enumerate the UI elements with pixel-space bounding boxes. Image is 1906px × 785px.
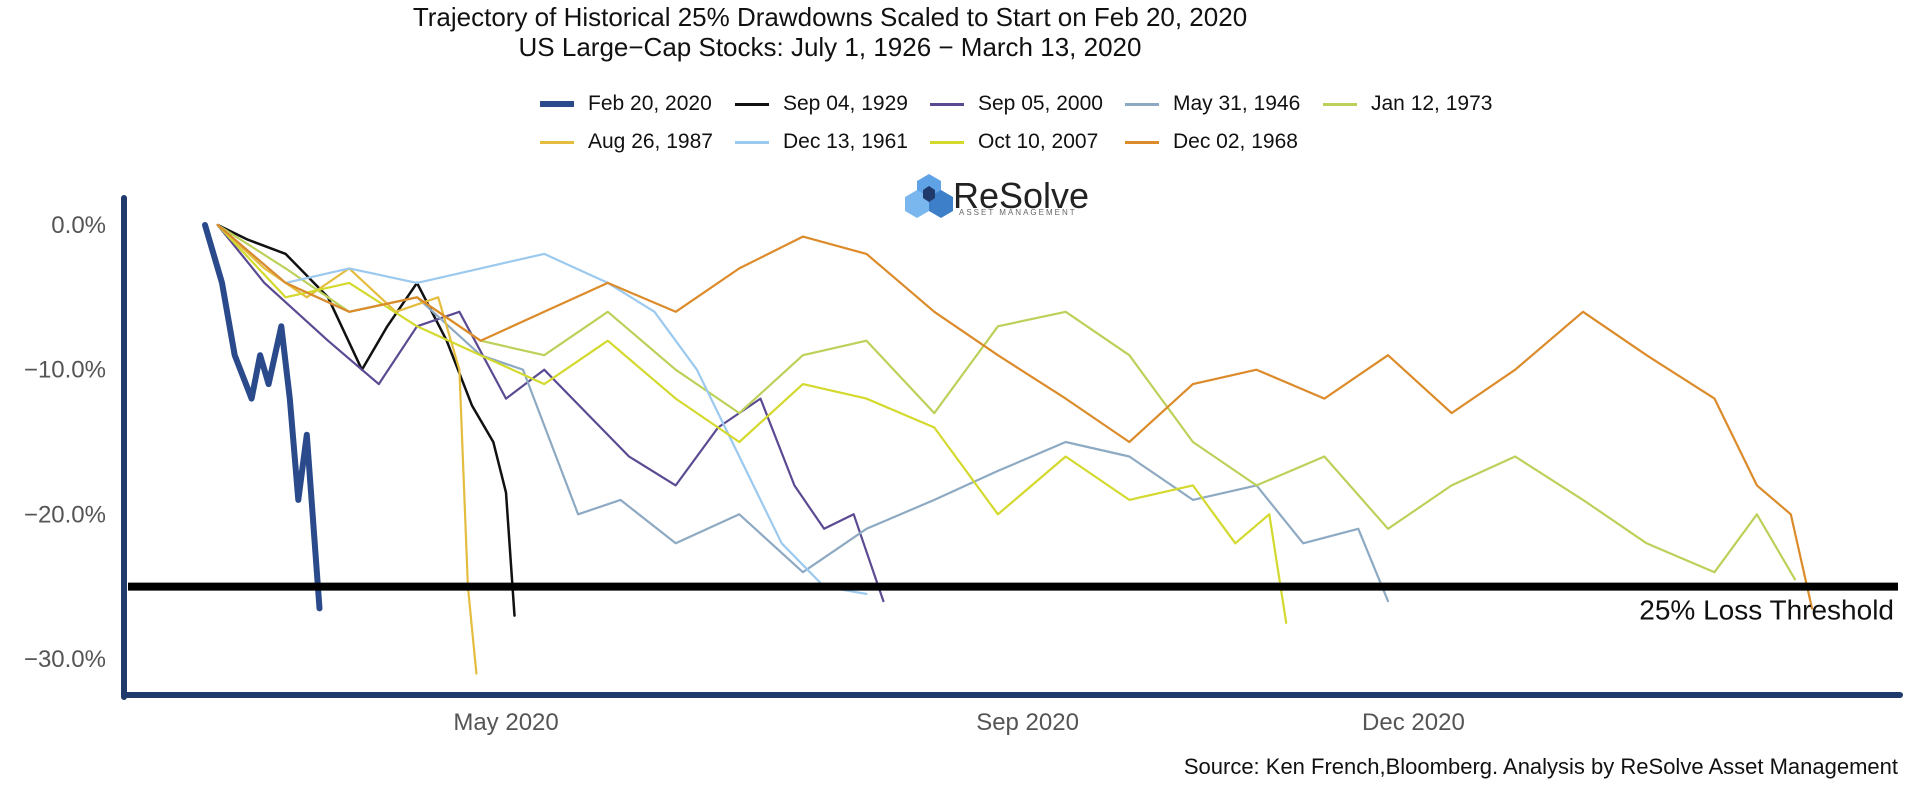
- legend-label: Dec 02, 1968: [1173, 130, 1298, 153]
- legend-item: Sep 05, 2000: [930, 92, 1103, 116]
- resolve-logo: ReSolve ASSET MANAGEMENT: [905, 172, 1089, 220]
- series-line: [216, 223, 1288, 624]
- legend-item: May 31, 1946: [1125, 92, 1300, 116]
- legend-label: May 31, 1946: [1173, 92, 1301, 115]
- series-line: [202, 222, 323, 612]
- legend-label: Oct 10, 2007: [978, 130, 1099, 153]
- legend-swatch: [1125, 140, 1159, 144]
- legend-label: Sep 05, 2000: [978, 92, 1103, 115]
- series-line: [216, 223, 885, 603]
- legend-item: Oct 10, 2007: [930, 130, 1098, 154]
- threshold-label: 25% Loss Threshold: [1639, 595, 1894, 626]
- chart-title: Trajectory of Historical 25% Drawdowns S…: [412, 2, 1248, 32]
- legend-label: Sep 04, 1929: [783, 92, 908, 115]
- legend-swatch: [540, 101, 574, 107]
- source-note: Source: Ken French,Bloomberg. Analysis b…: [1183, 754, 1898, 779]
- series-line: [216, 223, 516, 617]
- hexagon-cluster-icon: [905, 174, 953, 218]
- legend-label: Dec 13, 1961: [783, 130, 908, 153]
- legend-label: Feb 20, 2020: [588, 92, 712, 115]
- x-tick-label: Sep 2020: [976, 709, 1079, 736]
- legend-swatch: [1125, 102, 1159, 106]
- legend-item: Feb 20, 2020: [540, 92, 712, 116]
- x-tick-label: May 2020: [453, 709, 558, 736]
- legend-swatch: [540, 140, 574, 144]
- logo-subtitle: ASSET MANAGEMENT: [959, 208, 1077, 217]
- legend-swatch: [735, 140, 769, 144]
- legend-swatch: [1323, 102, 1357, 106]
- series-line: [216, 223, 1814, 610]
- legend-item: Sep 04, 1929: [735, 92, 908, 116]
- y-tick-label: −20.0%: [24, 501, 106, 528]
- series-line: [216, 223, 1797, 581]
- legend-swatch: [735, 102, 769, 106]
- x-tick-label: Dec 2020: [1362, 709, 1465, 736]
- legend-item: Jan 12, 1973: [1323, 92, 1492, 116]
- chart-subtitle: US Large−Cap Stocks: July 1, 1926 − Marc…: [518, 32, 1142, 62]
- legend-swatch: [930, 140, 964, 144]
- y-tick-label: −10.0%: [24, 357, 106, 384]
- series-line: [216, 223, 478, 675]
- y-tick-label: 0.0%: [51, 212, 106, 239]
- series-line: [216, 223, 1390, 603]
- legend-item: Dec 02, 1968: [1125, 130, 1298, 154]
- y-tick-label: −30.0%: [24, 646, 106, 673]
- logo-wordmark: ReSolve: [953, 175, 1090, 216]
- legend-label: Jan 12, 1973: [1371, 92, 1493, 115]
- legend-swatch: [930, 102, 964, 106]
- legend-item: Aug 26, 1987: [540, 130, 713, 154]
- legend-label: Aug 26, 1987: [588, 130, 713, 153]
- legend-item: Dec 13, 1961: [735, 130, 908, 154]
